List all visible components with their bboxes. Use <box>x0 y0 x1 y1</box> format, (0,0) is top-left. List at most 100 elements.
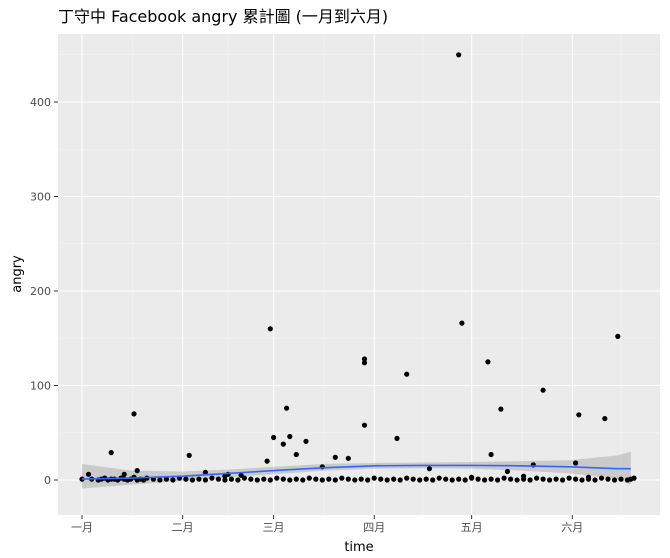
y-axis-title: angry <box>10 255 25 293</box>
data-point <box>573 476 579 482</box>
data-point <box>482 477 488 483</box>
x-tick-label: 一月 <box>71 521 93 534</box>
data-point <box>345 455 351 461</box>
data-point <box>365 477 371 483</box>
y-axis: 0 100 200 300 400 <box>30 96 58 487</box>
data-point <box>170 477 176 483</box>
data-point <box>235 477 241 483</box>
data-point <box>384 477 390 483</box>
data-point <box>534 475 540 481</box>
data-point <box>287 477 293 483</box>
data-point <box>332 477 338 483</box>
data-point <box>186 452 192 458</box>
data-point <box>121 471 127 477</box>
data-point <box>573 460 579 466</box>
data-point <box>293 476 299 482</box>
data-point <box>576 412 582 418</box>
x-tick-label: 四月 <box>363 521 385 534</box>
data-point <box>248 476 254 482</box>
y-tick-label: 400 <box>30 96 51 109</box>
data-point <box>631 475 637 481</box>
data-point <box>326 476 332 482</box>
data-point <box>267 477 273 483</box>
data-point <box>303 438 309 444</box>
data-point <box>280 476 286 482</box>
y-tick-label: 100 <box>30 380 51 393</box>
data-point <box>209 475 215 481</box>
x-tick-label: 三月 <box>263 521 285 534</box>
data-point <box>540 387 546 393</box>
data-point <box>417 477 423 483</box>
data-point <box>504 468 510 475</box>
data-point <box>521 473 527 479</box>
data-point <box>267 326 273 332</box>
data-point <box>443 476 449 482</box>
data-point <box>228 476 234 482</box>
data-point <box>352 477 358 483</box>
data-point <box>423 476 429 482</box>
data-point <box>131 411 137 417</box>
data-point <box>585 474 592 480</box>
smooth-line-layer <box>81 464 631 480</box>
data-point <box>222 477 228 483</box>
data-point <box>592 477 598 483</box>
confidence-band-layer <box>82 451 631 489</box>
y-tick-label: 300 <box>30 191 51 204</box>
data-point <box>605 476 611 482</box>
x-tick-label: 二月 <box>172 521 194 534</box>
data-point <box>339 475 345 481</box>
data-point <box>293 451 299 458</box>
data-point <box>560 477 566 483</box>
data-point <box>371 475 377 481</box>
data-point <box>134 468 140 474</box>
data-point <box>332 454 338 460</box>
data-point <box>456 476 462 482</box>
data-point <box>397 477 403 483</box>
data-point <box>495 477 501 483</box>
data-point <box>485 359 491 365</box>
x-axis-title: time <box>344 540 373 555</box>
data-point <box>378 476 384 482</box>
data-point <box>394 435 400 441</box>
data-point <box>462 477 468 483</box>
data-point <box>598 475 605 481</box>
data-point <box>238 472 244 478</box>
data-point <box>85 471 92 477</box>
data-point <box>498 406 504 412</box>
data-point <box>202 469 208 475</box>
data-point <box>618 476 624 482</box>
data-point <box>456 52 462 58</box>
data-point <box>449 477 455 483</box>
data-point <box>189 477 195 483</box>
data-point <box>361 356 368 362</box>
data-point <box>264 458 270 464</box>
data-point <box>475 476 481 482</box>
data-point <box>287 433 293 440</box>
chart-title: 丁守中 Facebook angry 累計圖 (一月到六月) <box>58 7 388 26</box>
data-point <box>313 476 319 482</box>
data-point <box>488 451 494 458</box>
data-point <box>459 320 465 326</box>
confidence-band <box>82 451 631 489</box>
minor-grid <box>58 34 660 515</box>
data-point <box>361 422 368 428</box>
data-point <box>501 475 507 481</box>
data-point <box>404 371 410 377</box>
data-point <box>527 477 533 483</box>
data-point <box>566 475 572 481</box>
data-point <box>547 477 553 483</box>
data-point <box>183 476 189 482</box>
data-point <box>358 476 364 482</box>
data-point <box>261 476 267 482</box>
data-point <box>306 475 312 481</box>
data-point <box>222 473 228 479</box>
x-axis: 一月 二月 三月 四月 五月 六月 <box>71 515 583 534</box>
data-point <box>319 477 325 483</box>
data-point <box>202 477 208 483</box>
data-point <box>271 434 277 441</box>
data-point <box>514 477 520 483</box>
x-tick-label: 六月 <box>561 521 583 534</box>
data-point <box>488 476 494 482</box>
data-point <box>108 450 114 456</box>
